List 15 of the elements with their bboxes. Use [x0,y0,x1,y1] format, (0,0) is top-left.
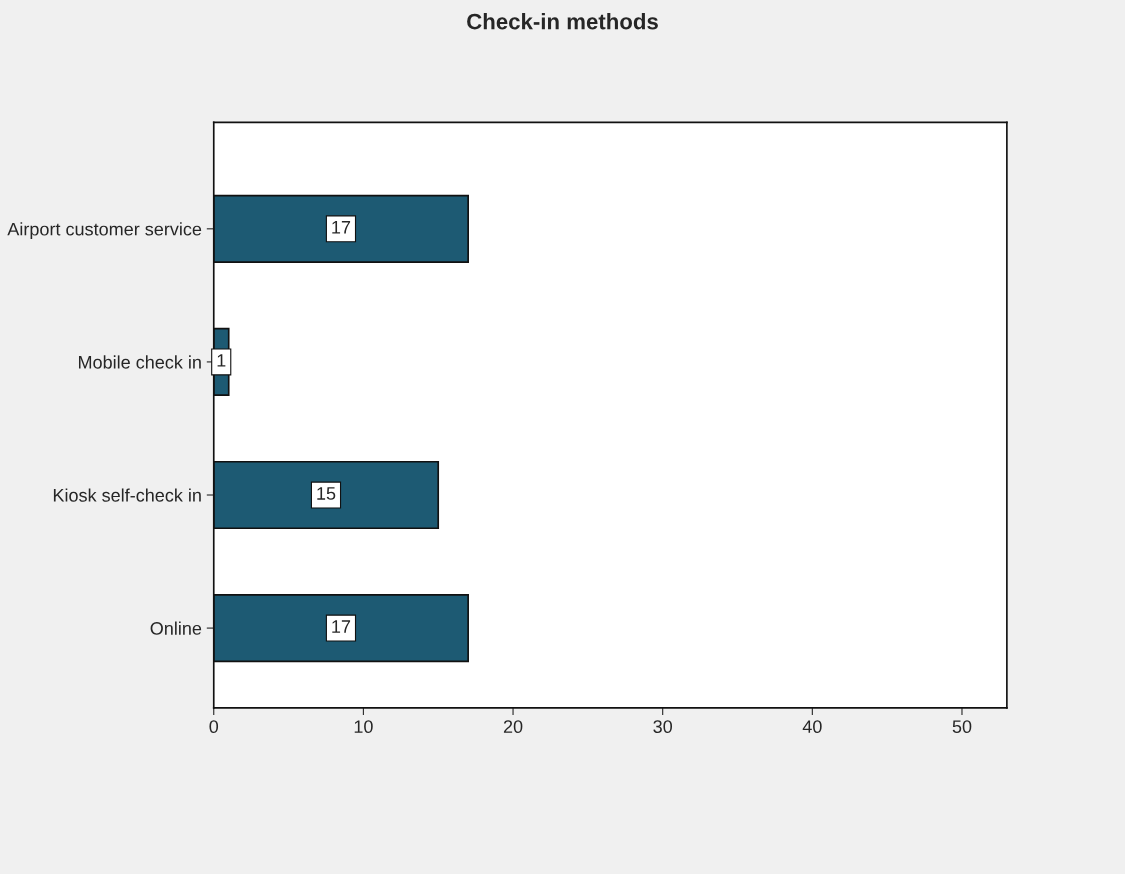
data-label: 15 [317,487,336,500]
data-label: 1 [217,354,226,367]
x-tick-label: 10 [354,720,373,734]
chart-title: Check-in methods [467,13,658,30]
x-tick-label: 50 [952,720,972,734]
x-tick-label: 40 [802,720,822,734]
y-tick-label: Airport customer service [7,222,202,240]
x-tick-label: 20 [503,720,523,734]
y-tick-label: Online [150,621,202,635]
y-tick-label: Mobile check in [78,355,201,369]
x-tick-label: 0 [209,720,219,734]
data-label: 17 [332,221,351,234]
x-tick-label: 30 [653,720,673,734]
y-tick-label: Kiosk self-check in [53,488,201,502]
data-label: 17 [332,620,351,633]
